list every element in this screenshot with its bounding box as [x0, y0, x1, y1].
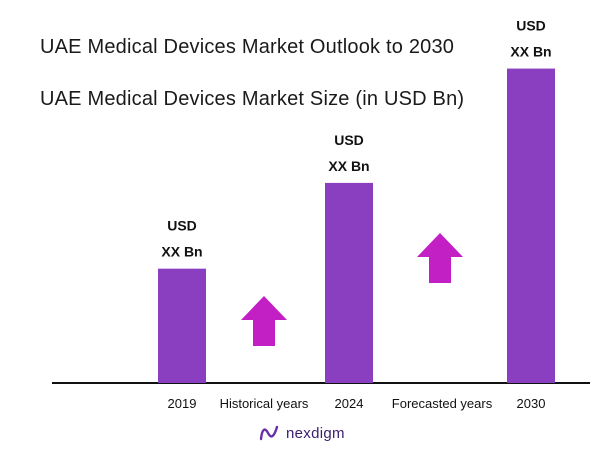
bar-2030	[507, 68, 555, 383]
data-label-2024-line2: XX Bn	[328, 158, 369, 174]
growth-arrow-historical-icon	[241, 296, 287, 346]
x-tick-label-2019: 2019	[168, 396, 197, 411]
chart-title: UAE Medical Devices Market Outlook to 20…	[40, 36, 455, 58]
data-label-2024-line1: USD	[334, 132, 364, 148]
x-tick-label-2030: 2030	[517, 396, 546, 411]
data-label-2030-line2: XX Bn	[510, 44, 551, 60]
bar-2019	[158, 268, 206, 383]
x-tick-label-2024: 2024	[335, 396, 364, 411]
data-label-2019-line1: USD	[167, 218, 197, 234]
period-label-forecasted: Forecasted years	[392, 396, 493, 411]
nexdigm-logo-icon	[259, 425, 279, 441]
chart-subtitle: UAE Medical Devices Market Size (in USD …	[40, 88, 465, 110]
bar-2024	[325, 182, 373, 383]
growth-arrow-forecast-icon	[417, 233, 463, 283]
period-label-historical: Historical years	[220, 396, 309, 411]
logo-text: nexdigm	[286, 424, 345, 442]
data-label-2030-line1: USD	[516, 18, 546, 34]
data-label-2019-line2: XX Bn	[161, 244, 202, 260]
nexdigm-logo: nexdigm	[258, 424, 345, 442]
